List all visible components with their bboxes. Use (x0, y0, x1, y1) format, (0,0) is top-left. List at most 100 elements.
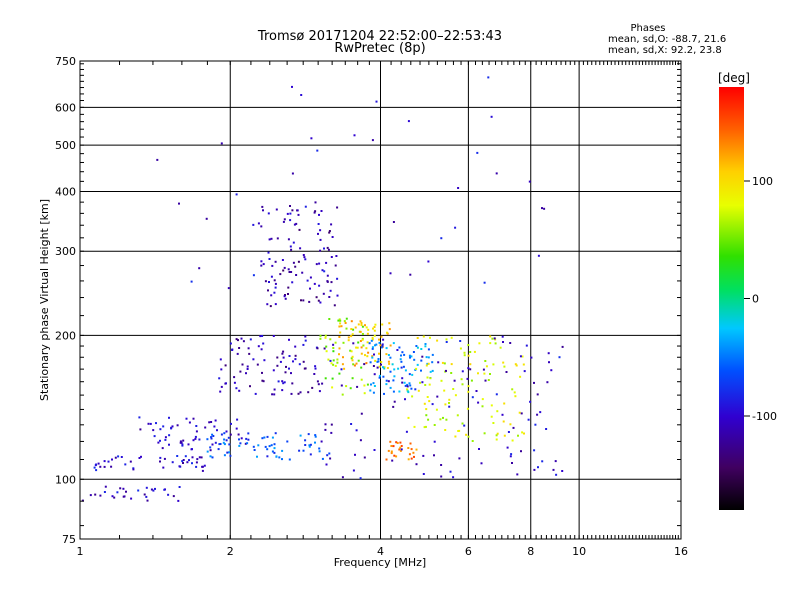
data-point (338, 318, 341, 321)
data-point (373, 449, 376, 451)
data-point (163, 488, 166, 491)
data-point (211, 433, 214, 436)
data-point (431, 353, 434, 356)
data-point (229, 433, 232, 436)
data-point (116, 491, 119, 494)
data-point (182, 459, 185, 461)
data-point (332, 350, 335, 353)
data-point (445, 338, 448, 341)
data-point (492, 422, 495, 424)
data-point (190, 448, 193, 451)
data-point (307, 433, 310, 436)
data-point (285, 365, 287, 368)
data-point (490, 404, 493, 407)
data-point (297, 260, 300, 263)
data-point (444, 403, 447, 406)
data-point (371, 338, 374, 341)
data-point (294, 354, 297, 357)
data-point (206, 438, 209, 441)
data-point (284, 371, 287, 374)
data-point (339, 322, 342, 325)
data-point (371, 356, 374, 359)
data-point (159, 439, 161, 442)
data-point (366, 332, 369, 335)
data-point (426, 362, 429, 365)
data-point (274, 260, 277, 263)
data-point (390, 445, 393, 447)
data-point (510, 453, 513, 456)
data-point (302, 449, 305, 452)
data-point (380, 361, 383, 363)
data-point (353, 364, 356, 367)
data-point (411, 395, 414, 398)
data-point (359, 439, 362, 442)
data-point (168, 443, 170, 446)
data-point (235, 193, 238, 196)
data-point (407, 458, 410, 461)
data-point (271, 450, 274, 453)
data-point (382, 338, 385, 341)
data-point (555, 473, 558, 476)
data-point (220, 142, 223, 145)
data-point (119, 487, 122, 490)
data-point (383, 392, 385, 395)
data-point (361, 338, 364, 341)
data-point (395, 455, 398, 458)
data-point (103, 465, 106, 468)
data-point (249, 338, 252, 341)
data-point (299, 247, 302, 250)
data-point (273, 443, 276, 446)
data-point (309, 443, 312, 446)
data-point (403, 353, 406, 356)
data-point (264, 445, 267, 448)
data-point (518, 411, 521, 414)
data-point (467, 367, 470, 370)
data-point (408, 382, 411, 385)
data-point (228, 443, 231, 446)
data-point (320, 210, 323, 212)
data-point (380, 363, 382, 366)
data-point (286, 440, 289, 443)
data-point (239, 442, 242, 445)
data-point (149, 422, 152, 425)
data-point (513, 391, 516, 394)
data-point (363, 363, 366, 366)
data-point (444, 429, 447, 431)
data-point (257, 345, 260, 348)
data-point (350, 350, 353, 353)
data-point (123, 495, 126, 498)
data-point (252, 223, 255, 226)
data-point (318, 213, 320, 216)
data-point (266, 303, 269, 306)
data-point (454, 435, 457, 438)
data-point (237, 339, 239, 342)
data-point (171, 425, 174, 428)
data-point (313, 211, 316, 214)
data-point (307, 391, 310, 394)
data-point (342, 341, 345, 344)
data-point (342, 356, 344, 359)
data-point (404, 384, 407, 387)
data-point (459, 340, 462, 342)
data-point (268, 258, 271, 260)
data-point (494, 342, 497, 345)
data-point (223, 443, 226, 446)
data-point (345, 385, 348, 388)
data-point (176, 424, 179, 427)
data-point (267, 251, 270, 254)
data-point (539, 411, 542, 414)
data-point (248, 352, 251, 355)
data-point (406, 385, 409, 388)
data-point (328, 231, 331, 234)
data-point (420, 348, 423, 350)
data-point (332, 347, 335, 349)
data-point (291, 85, 293, 88)
data-point (374, 359, 377, 362)
data-point (445, 418, 448, 421)
data-point (466, 377, 469, 380)
data-point (413, 455, 415, 458)
data-point (323, 270, 326, 273)
data-point (428, 400, 431, 403)
data-point (351, 359, 354, 362)
colorbar-label: [deg] (718, 71, 750, 85)
